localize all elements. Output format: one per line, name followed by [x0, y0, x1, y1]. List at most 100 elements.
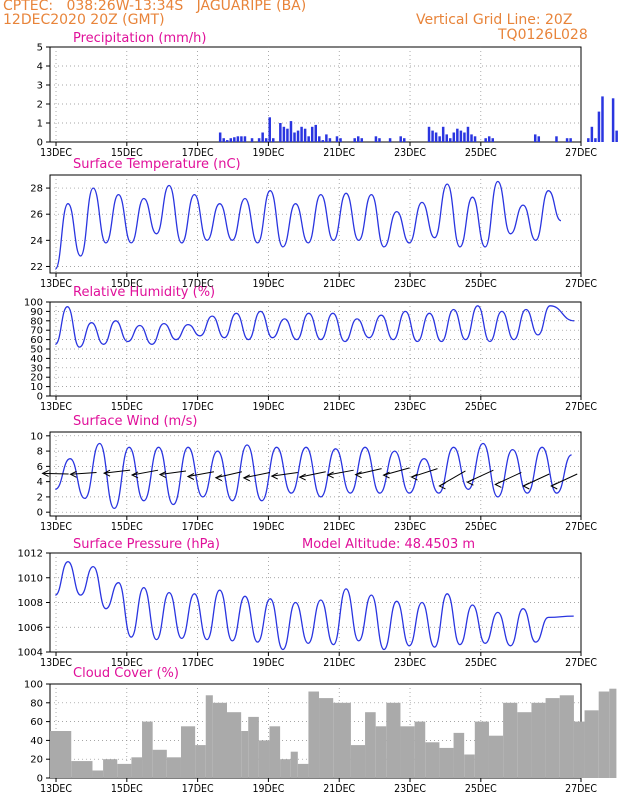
precip-bar	[272, 138, 275, 142]
y-tick-label: 2	[37, 100, 43, 111]
x-tick-label: 27DEC	[565, 147, 597, 159]
wind-arrow-head	[354, 471, 362, 479]
precip-bar	[279, 123, 282, 142]
cloud-bar	[598, 691, 610, 778]
wind-arrow-head	[410, 473, 418, 481]
wind-arrow-head	[326, 471, 334, 479]
y-tick-label: 24	[30, 236, 43, 247]
x-tick-label: 21DEC	[323, 657, 355, 669]
cloud-bar	[131, 757, 143, 778]
panel-5	[46, 683, 617, 782]
precip-bar	[226, 140, 229, 142]
wind-arrow	[355, 468, 382, 476]
precip-bar	[555, 136, 558, 142]
cloud-bar	[103, 759, 118, 778]
wind-arrow-head	[158, 471, 167, 478]
wind-arrow-head	[69, 470, 77, 478]
precip-bar	[360, 138, 364, 142]
cloud-bar	[503, 702, 518, 778]
precip-bar	[533, 134, 537, 142]
y-tick-label: 0	[37, 392, 43, 403]
cloud-bar	[50, 731, 72, 778]
cloud-bar	[227, 712, 242, 778]
x-tick-label: 19DEC	[252, 657, 284, 669]
cloud-bar	[248, 716, 259, 778]
x-tick-label: 15DEC	[111, 278, 143, 290]
cloud-bar	[308, 691, 320, 778]
cloud-bar	[531, 702, 546, 778]
y-tick-label: 30	[30, 363, 43, 374]
wind-arrow-head	[214, 474, 223, 482]
x-tick-label: 17DEC	[182, 657, 214, 669]
precip-bar	[438, 136, 441, 142]
y-tick-label: 1006	[18, 623, 43, 634]
precip-bar	[611, 98, 615, 142]
cloud-bar	[319, 698, 334, 778]
cloud-bar	[142, 721, 153, 778]
panel-title: Surface Temperature (nC)	[73, 157, 241, 172]
wind-arrow-head	[130, 471, 139, 479]
y-tick-label: 26	[30, 210, 43, 221]
precip-bar	[356, 136, 360, 142]
cloud-bar	[269, 726, 281, 778]
precip-bar	[229, 138, 233, 142]
y-tick-label: 5	[37, 43, 43, 54]
y-tick-label: 4	[37, 477, 43, 488]
x-tick-label: 27DEC	[565, 657, 597, 669]
x-tick-label: 27DEC	[565, 401, 597, 413]
precip-bar	[590, 126, 594, 142]
cloud-bar	[117, 763, 132, 778]
panel-title: Surface Pressure (hPa)	[73, 537, 220, 552]
x-tick-label: 15DEC	[111, 401, 143, 413]
cloud-bar	[545, 698, 560, 778]
series-line	[54, 305, 575, 348]
x-tick-label: 23DEC	[394, 147, 426, 159]
wind-arrow	[104, 469, 131, 474]
precip-bar	[282, 126, 286, 142]
x-tick-label: 13DEC	[40, 401, 72, 413]
cloud-bar	[71, 761, 93, 778]
x-tick-label: 15DEC	[111, 657, 143, 669]
precip-bar	[463, 132, 466, 142]
y-tick-label: 20	[30, 373, 43, 384]
x-tick-label: 21DEC	[323, 521, 355, 533]
model-altitude-label: Model Altitude: 48.4503 m	[302, 537, 475, 552]
precip-bar	[314, 124, 317, 142]
wind-arrow-head	[270, 472, 278, 480]
y-tick-label: 28	[30, 184, 43, 195]
x-tick-label: 15DEC	[111, 783, 143, 795]
cloud-bar	[425, 742, 440, 778]
precip-bar	[296, 130, 300, 142]
x-tick-label: 15DEC	[111, 521, 143, 533]
x-tick-label: 23DEC	[394, 783, 426, 795]
precip-bar	[456, 128, 459, 142]
x-tick-label: 17DEC	[182, 278, 214, 290]
x-tick-label: 13DEC	[40, 147, 72, 159]
y-tick-label: 0	[37, 508, 43, 519]
cloud-bar	[180, 726, 196, 778]
x-tick-label: 27DEC	[565, 278, 597, 290]
y-tick-label: 1	[37, 119, 43, 130]
series-line	[54, 561, 574, 651]
wind-arrow	[383, 467, 410, 476]
x-tick-label: 25DEC	[465, 278, 497, 290]
wind-arrow-head	[494, 481, 502, 488]
cloud-bar	[453, 732, 465, 778]
wind-arrow-head	[550, 482, 558, 490]
x-tick-label: 23DEC	[394, 657, 426, 669]
y-tick-label: 60	[30, 717, 43, 728]
precip-bar	[243, 136, 247, 142]
cloud-bar	[152, 749, 167, 778]
precip-bar	[615, 130, 618, 142]
cloud-bar	[258, 740, 270, 778]
cloud-bar	[439, 747, 454, 778]
cloud-bar	[365, 712, 376, 778]
precip-bar	[484, 138, 487, 142]
x-tick-label: 21DEC	[323, 278, 355, 290]
precip-bar	[303, 128, 307, 142]
precip-bar	[601, 96, 604, 142]
x-tick-label: 13DEC	[40, 783, 72, 795]
precip-bar	[565, 138, 569, 142]
wind-arrow-head	[382, 471, 390, 479]
